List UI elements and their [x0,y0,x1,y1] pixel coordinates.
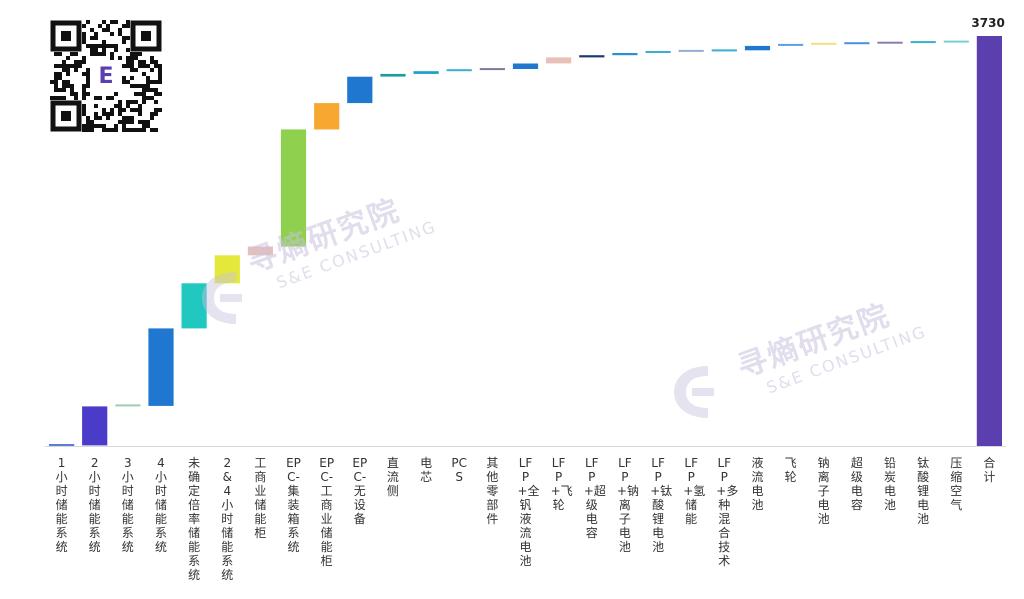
category-label: LFP+全钒液流电池 [517,456,540,568]
bar-6 [214,255,240,284]
category-label: 铅炭电池 [883,456,896,512]
bar-16 [546,57,572,64]
category-label: EPC-工商业储能柜 [319,456,335,568]
category-label: LFP+超级电容 [583,456,606,540]
bar-3 [115,404,141,407]
bar-19 [645,51,671,53]
category-label: 钛酸锂电池 [917,456,930,526]
bar-total [976,36,1002,446]
bar-2 [82,406,108,446]
category-label: 超级电容 [850,456,863,512]
category-label: LFP+钛酸锂电池 [650,456,673,554]
category-label: 电芯 [420,456,433,484]
bar-4 [148,328,174,406]
category-label: LFP+飞轮 [550,456,573,512]
category-label: 直流侧 [386,456,399,498]
category-label: 1小时储能系统 [55,456,68,554]
category-label: 液流电池 [751,456,764,512]
bar-25 [844,42,870,45]
bar-18 [612,53,638,56]
category-label: 钠离子电池 [817,456,830,526]
category-label: LFP+钠离子电池 [616,456,639,554]
bar-17 [579,55,605,58]
bar-21 [711,49,737,52]
bar-28 [943,40,969,43]
bar-24 [811,42,837,45]
category-label: EPC-无设备 [352,456,368,526]
category-label: 压缩空气 [950,456,963,512]
category-label: LFP+多种混合技术 [716,456,739,568]
total-value-label: 3730 [971,16,1005,30]
bar-15 [512,63,539,69]
bar-20 [678,49,704,52]
qr-code-image: E [50,20,162,132]
bar-1 [49,444,75,446]
bar-11 [380,73,406,77]
bar-12 [413,71,439,74]
bar-27 [910,41,936,44]
category-label: 合计 [983,456,996,484]
bar-14 [479,68,505,71]
category-label: 工商业储能柜 [254,456,267,540]
bar-5 [181,283,207,329]
category-label: 2&4小时储能系统 [221,456,234,582]
bar-22 [744,45,771,51]
category-label: 3小时储能系统 [121,456,134,554]
bar-7 [247,246,273,256]
bar-10 [347,76,373,104]
bar-8 [280,129,307,247]
category-label: 飞轮 [784,456,797,484]
category-label: 未确定倍率储能系统 [188,456,201,582]
bar-23 [778,43,804,46]
category-label: PCS [451,456,467,484]
category-label: 4小时储能系统 [154,456,167,554]
bar-26 [877,41,903,44]
category-label: 2小时储能系统 [88,456,101,554]
category-label: LFP+氢储能 [683,456,706,526]
bar-13 [446,69,472,72]
category-label: EPC-集装箱系统 [286,456,301,554]
bar-9 [314,103,340,130]
qr-logo-letter: E [98,64,113,89]
category-label: 其他零部件 [486,456,499,526]
